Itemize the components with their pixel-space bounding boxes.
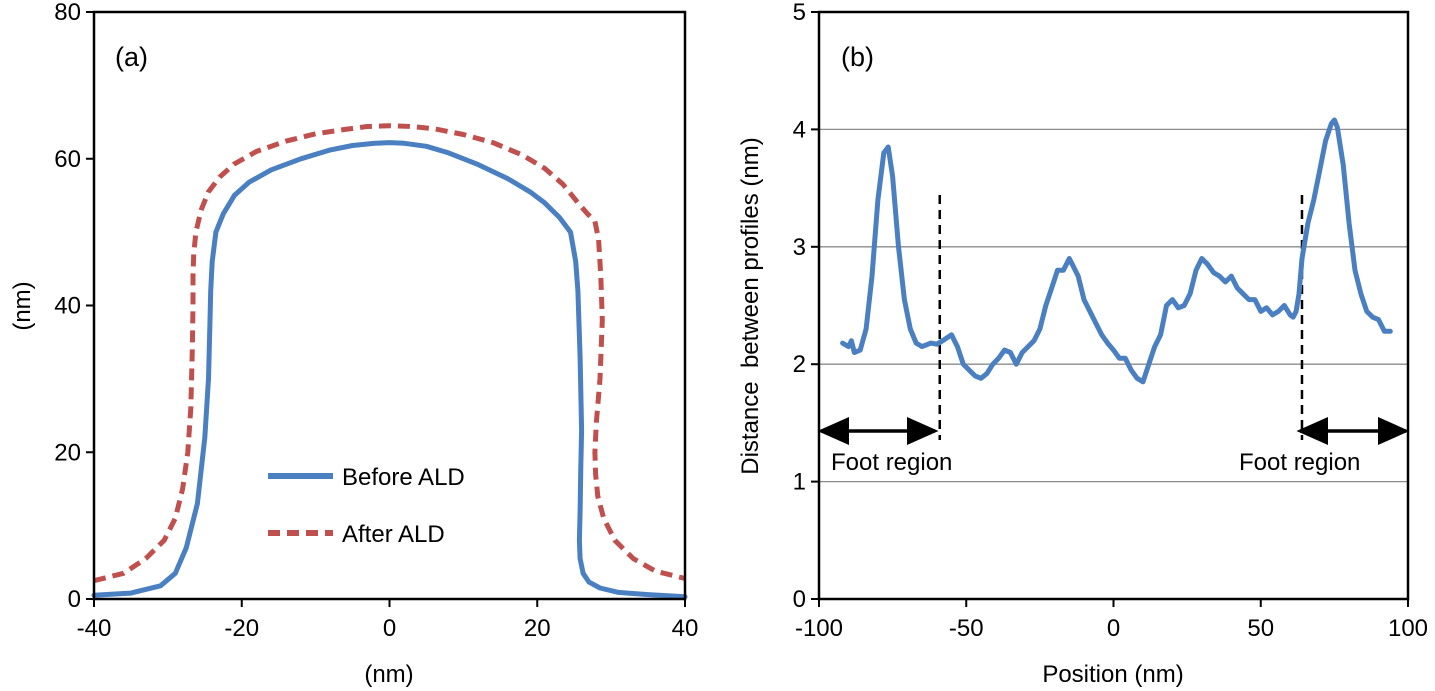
y-tick-label: 40	[54, 293, 81, 320]
panel-a-series	[91, 123, 688, 600]
panel-a: 0 20 40 60 80 -40 -20 0 20 40 (a) (nm) (nm) Befor…	[9, 0, 698, 688]
panel-a-ticks: 0 20 40 60 80 -40 -20 0 20 40	[54, 0, 698, 642]
panel-b-plot-frame	[817, 10, 1410, 601]
x-tick-label: 0	[1107, 615, 1120, 642]
panel-b-ticks: 0 1 2 3 4 5 -100 -50 0 50 100	[793, 0, 1428, 642]
x-tick-label: 50	[1247, 615, 1274, 642]
panel-b-series	[840, 117, 1393, 385]
y-tick-label: 2	[793, 351, 806, 378]
y-tick-label: 20	[54, 439, 81, 466]
y-tick-label: 1	[793, 469, 806, 496]
panel-b-label: (b)	[841, 42, 874, 72]
y-tick-label: 5	[793, 0, 806, 26]
x-tick-label: -20	[224, 615, 259, 642]
y-tick-label: 0	[793, 586, 806, 613]
y-tick-label: 80	[54, 0, 81, 26]
x-tick-label: -50	[949, 615, 984, 642]
series-line-after-ald	[93, 123, 686, 584]
panel-b: 0 1 2 3 4 5 -100 -50 0 50 100 (b) Position (nm) Di…	[737, 0, 1428, 688]
x-tick-label: 40	[672, 615, 699, 642]
y-tick-label: 0	[68, 586, 81, 613]
panel-a-x-axis-label: (nm)	[364, 661, 413, 688]
panel-a-plot-frame	[92, 10, 687, 601]
foot-region-label-right: Foot region	[1239, 449, 1360, 476]
x-tick-label: 100	[1388, 615, 1428, 642]
panel-b-gridlines	[819, 128, 1408, 483]
legend: Before ALD After ALD	[268, 464, 465, 548]
y-tick-label: 4	[793, 116, 806, 143]
x-tick-label: -40	[77, 615, 112, 642]
panel-a-y-axis-label: (nm)	[9, 281, 36, 330]
x-tick-label: 0	[383, 615, 396, 642]
panel-b-foot-markers	[938, 195, 1304, 440]
panel-b-x-axis-label: Position (nm)	[1042, 661, 1183, 688]
y-tick-label: 60	[54, 146, 81, 173]
panel-b-y-axis-label: Distance between profiles (nm)	[737, 137, 764, 474]
foot-region-label-left: Foot region	[831, 449, 952, 476]
x-tick-label: -100	[795, 615, 843, 642]
legend-label-before: Before ALD	[342, 464, 465, 491]
series-line-distance-between-profiles	[840, 117, 1393, 385]
legend-label-after: After ALD	[342, 521, 445, 548]
x-tick-label: 20	[524, 615, 551, 642]
panel-a-label: (a)	[115, 42, 148, 72]
series-line-before-ald	[91, 140, 688, 600]
y-tick-label: 3	[793, 234, 806, 261]
